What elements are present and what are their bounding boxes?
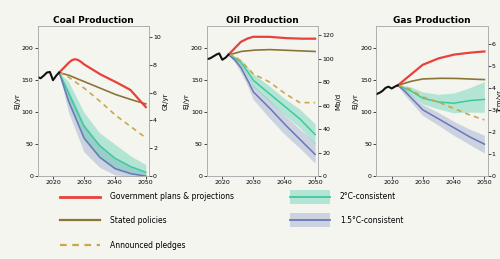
Text: 1.5°C-consistent: 1.5°C-consistent: [340, 216, 404, 225]
Y-axis label: EJ/yr: EJ/yr: [184, 93, 190, 109]
FancyBboxPatch shape: [290, 213, 330, 227]
Text: Stated policies: Stated policies: [110, 216, 166, 225]
Y-axis label: Mb/d: Mb/d: [336, 92, 342, 110]
Text: 2°C-consistent: 2°C-consistent: [340, 192, 396, 201]
Y-axis label: EJ/yr: EJ/yr: [353, 93, 359, 109]
Text: Government plans & projections: Government plans & projections: [110, 192, 234, 201]
Title: Coal Production: Coal Production: [53, 16, 134, 25]
Y-axis label: EJ/yr: EJ/yr: [14, 93, 20, 109]
Text: Announced pledges: Announced pledges: [110, 241, 186, 249]
Y-axis label: Gt/yr: Gt/yr: [162, 92, 168, 110]
Title: Oil Production: Oil Production: [226, 16, 299, 25]
FancyBboxPatch shape: [290, 190, 330, 204]
Title: Gas Production: Gas Production: [393, 16, 470, 25]
Y-axis label: Tcm/yr: Tcm/yr: [497, 90, 500, 112]
